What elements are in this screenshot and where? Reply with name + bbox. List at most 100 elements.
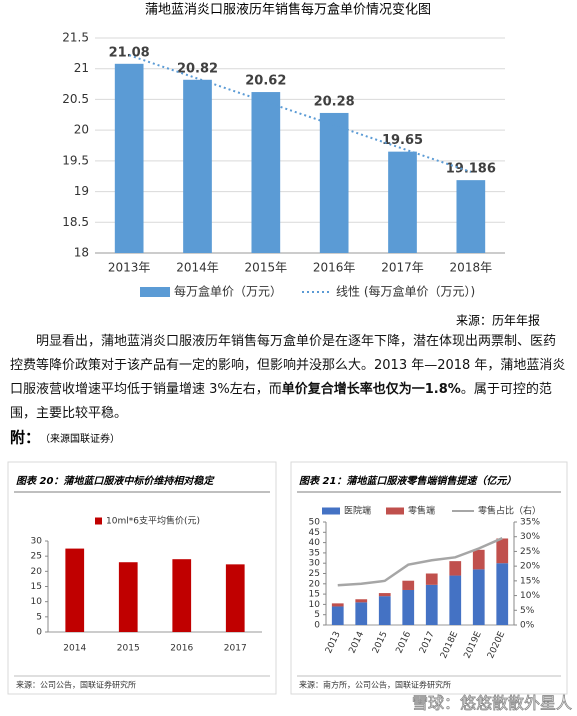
x-tick-label: 2019E [463, 630, 484, 660]
x-tick-label: 2017 [224, 644, 247, 654]
appendix-source: （来源国联证券） [40, 432, 120, 445]
source: 来源：公司公告，国联证券研究所 [16, 680, 136, 690]
x-tick-label: 2016 [394, 630, 413, 655]
x-tick-label: 2013年 [108, 261, 151, 275]
legend-swatch [386, 507, 404, 515]
data-label: 20.28 [314, 94, 355, 109]
x-tick-label: 2017年 [381, 261, 424, 275]
bar [456, 180, 486, 253]
legend-label: 10ml*6支平均售价(元) [106, 515, 200, 527]
y-tick-label: 20% [520, 562, 540, 572]
x-tick-label: 2014年 [176, 261, 219, 275]
data-label: 19.65 [382, 133, 423, 148]
y-tick-label: 35 [309, 548, 320, 558]
y-tick-label: 25 [31, 552, 42, 562]
y-tick-label: 19 [74, 184, 89, 198]
y-tick-label: 21 [74, 61, 89, 75]
bar [425, 573, 438, 585]
bar [402, 580, 415, 590]
y-tick-label: 15% [520, 576, 540, 586]
appendix-label: 附： [10, 429, 40, 447]
y-tick-label: 20 [309, 579, 321, 589]
watermark: 雪球：悠悠散散外星人 [412, 694, 572, 713]
y-tick-label: 5 [314, 610, 320, 620]
legend-label: 医院端 [344, 505, 371, 517]
data-label: 20.82 [177, 61, 218, 76]
y-tick-label: 18 [74, 246, 89, 260]
x-tick-label: 2014 [63, 644, 86, 654]
bar [496, 538, 509, 564]
bar [319, 112, 349, 253]
bar [449, 561, 462, 576]
y-tick-label: 5% [520, 606, 535, 616]
y-tick-label: 21.5 [62, 31, 89, 45]
line [337, 537, 503, 587]
panel [290, 461, 568, 695]
y-tick-label: 40 [309, 538, 321, 548]
bold-text: 单价复合增长率也仅为一1.8% [281, 382, 461, 397]
y-tick-label: 20 [31, 567, 43, 577]
bar [251, 92, 281, 253]
y-tick-label: 45 [309, 528, 320, 538]
legend-swatch [140, 287, 170, 297]
bar [449, 575, 462, 625]
y-tick-label: 19.5 [62, 153, 89, 167]
source: 来源：南方所，公司公告，国联证券研究所 [299, 680, 451, 690]
x-tick-label: 2020E [486, 630, 507, 660]
legend-swatch [322, 507, 340, 515]
y-tick-label: 10 [309, 600, 321, 610]
y-tick-label: 18.5 [62, 215, 89, 229]
paragraph: 明显看出，蒲地蓝消炎口服液历年销售每万盒单价是在逐年下降，潜在体现出两票制、医药… [10, 330, 568, 426]
y-tick-label: 10% [520, 591, 540, 601]
text: 。属于可控的范围，主要比较平稳。 [10, 382, 552, 421]
panel [7, 461, 277, 695]
text: 明显看出，蒲地蓝消炎口服液历年销售每万盒单价是在逐年下降，潜在体现出两票制、医药… [10, 334, 566, 397]
bar [472, 549, 485, 570]
bar [402, 589, 415, 625]
x-tick-label: 2018E [439, 630, 460, 660]
bar [118, 562, 138, 632]
x-tick-label: 2015年 [245, 261, 288, 275]
x-tick-label: 2014 [347, 630, 366, 655]
bar [355, 599, 368, 603]
bar [378, 596, 391, 625]
bar [496, 563, 509, 625]
chart-title: 图表 21：蒲地蓝口服液零售端销售提速（亿元） [299, 475, 516, 487]
bar [114, 63, 144, 253]
bar [472, 569, 485, 625]
bar [355, 602, 368, 625]
y-tick-label: 30% [520, 532, 540, 542]
x-tick-label: 2016 [170, 644, 193, 654]
x-tick-label: 2018年 [450, 261, 493, 275]
y-tick-label: 20 [74, 123, 89, 137]
y-tick-label: 0 [314, 621, 320, 631]
bar [65, 548, 85, 632]
y-tick-label: 0% [520, 621, 535, 631]
x-tick-label: 2013 [324, 630, 343, 655]
y-tick-label: 10 [31, 597, 43, 607]
y-tick-label: 30 [309, 559, 321, 569]
line [128, 54, 472, 173]
bar [378, 593, 391, 597]
data-label: 21.08 [109, 45, 150, 60]
chart-title: 蒲地蓝消炎口服液历年销售每万盒单价情况变化图 [145, 2, 431, 18]
y-tick-label: 25 [309, 569, 320, 579]
y-tick-label: 20.5 [62, 92, 89, 106]
y-tick-label: 0 [36, 628, 42, 638]
y-tick-label: 15 [309, 590, 320, 600]
data-label: 20.62 [245, 74, 286, 89]
bar [225, 564, 245, 632]
y-tick-label: 30 [31, 537, 43, 547]
x-tick-label: 2017 [418, 630, 437, 655]
chart-title: 图表 20：蒲地蓝口服液中标价维持相对稳定 [16, 475, 215, 487]
bar [425, 584, 438, 625]
bar [331, 606, 344, 625]
bar [388, 151, 417, 253]
y-tick-label: 5 [36, 612, 42, 622]
x-tick-label: 2016年 [313, 261, 356, 275]
x-tick-label: 2015 [371, 630, 390, 655]
bar [331, 603, 344, 607]
y-tick-label: 25% [520, 547, 540, 557]
